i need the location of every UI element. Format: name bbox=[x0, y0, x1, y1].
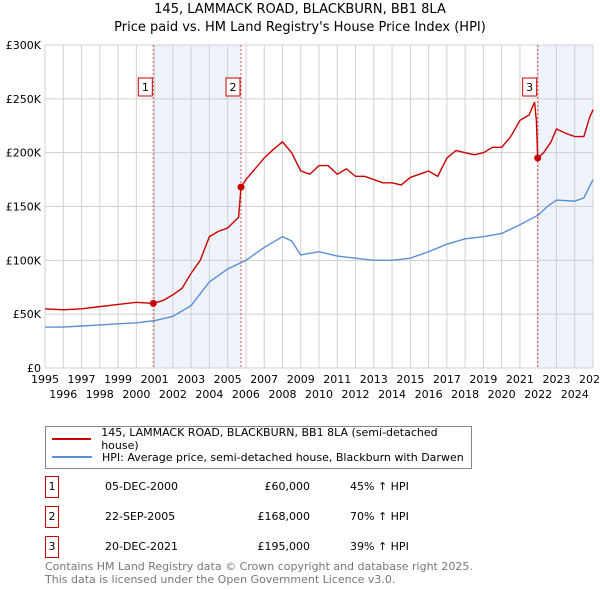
marker-badge: 2 bbox=[45, 506, 59, 528]
x-tick-label: 2012 bbox=[342, 388, 370, 401]
x-tick-label: 2015 bbox=[396, 373, 424, 386]
legend-item-hpi: HPI: Average price, semi-detached house,… bbox=[52, 449, 464, 465]
transaction-row: 1 05-DEC-2000 £60,000 45% ↑ HPI bbox=[45, 476, 445, 498]
x-tick-label: 2001 bbox=[141, 373, 169, 386]
x-tick-label: 2003 bbox=[177, 373, 205, 386]
x-tick-label: 2021 bbox=[506, 373, 534, 386]
x-tick-label: 2010 bbox=[305, 388, 333, 401]
y-tick-label: £300K bbox=[6, 39, 42, 52]
y-tick-label: £100K bbox=[6, 254, 42, 267]
x-tick-label: 2006 bbox=[232, 388, 260, 401]
legend: 145, LAMMACK ROAD, BLACKBURN, BB1 8LA (s… bbox=[45, 426, 472, 469]
sale-point bbox=[237, 183, 245, 191]
chart-title: 145, LAMMACK ROAD, BLACKBURN, BB1 8LA bbox=[154, 2, 446, 17]
x-tick-label: 2016 bbox=[415, 388, 443, 401]
sale-label-box bbox=[137, 77, 153, 97]
date: 22-SEP-2005 bbox=[105, 510, 176, 523]
price: £60,000 bbox=[264, 480, 311, 493]
hpi-change: 45% ↑ HPI bbox=[350, 480, 409, 493]
x-tick-label: 2020 bbox=[488, 388, 516, 401]
x-tick-label: 2013 bbox=[360, 373, 388, 386]
x-tick-label: 2004 bbox=[195, 388, 223, 401]
footer: Contains HM Land Registry data © Crown c… bbox=[45, 560, 473, 586]
x-tick-label: 2024 bbox=[561, 388, 589, 401]
hpi-line bbox=[45, 179, 594, 328]
x-tick-label: 2025 bbox=[579, 373, 600, 386]
transaction-row: 2 22-SEP-2005 £168,000 70% ↑ HPI bbox=[45, 506, 445, 528]
x-tick-label: 2017 bbox=[433, 373, 461, 386]
footer-line: This data is licensed under the Open Gov… bbox=[45, 573, 396, 586]
hpi-change: 39% ↑ HPI bbox=[350, 540, 409, 553]
x-tick-label: 2007 bbox=[250, 373, 278, 386]
x-tick-label: 1997 bbox=[68, 373, 96, 386]
chart-subtitle: Price paid vs. HM Land Registry's House … bbox=[114, 20, 486, 35]
price: £168,000 bbox=[257, 510, 311, 523]
property-price-line bbox=[44, 101, 594, 311]
legend-label: HPI: Average price, semi-detached house,… bbox=[102, 450, 464, 464]
sale-label: 3 bbox=[526, 81, 533, 94]
footer-line: Contains HM Land Registry data © Crown c… bbox=[45, 560, 473, 573]
price-chart: 1995 1996 1997 1998 1999 2000 2001 2002 2003 2004… bbox=[6, 39, 600, 401]
y-tick-label: £250K bbox=[6, 93, 42, 106]
y-tick-label: £200K bbox=[6, 147, 42, 160]
x-tick-label: 2002 bbox=[159, 388, 187, 401]
x-tick-label: 1998 bbox=[86, 388, 114, 401]
legend-swatch-red bbox=[52, 438, 92, 440]
sale-label: 2 bbox=[230, 81, 237, 94]
sale-label-box bbox=[225, 77, 241, 97]
price: £195,000 bbox=[257, 540, 311, 553]
x-tick-label: 2022 bbox=[524, 388, 552, 401]
x-tick-label: 2008 bbox=[268, 388, 296, 401]
date: 20-DEC-2021 bbox=[105, 540, 179, 553]
date: 05-DEC-2000 bbox=[105, 480, 179, 493]
y-tick-label: £50K bbox=[13, 308, 42, 321]
sale-label-box bbox=[522, 77, 538, 97]
transaction-row: 3 20-DEC-2021 £195,000 39% ↑ HPI bbox=[45, 536, 445, 558]
hpi-change: 70% ↑ HPI bbox=[350, 510, 409, 523]
legend-swatch-blue bbox=[52, 456, 92, 458]
x-tick-label: 2018 bbox=[451, 388, 479, 401]
legend-item-property: 145, LAMMACK ROAD, BLACKBURN, BB1 8LA (s… bbox=[52, 426, 471, 452]
x-tick-label: 1999 bbox=[104, 373, 132, 386]
x-tick-label: 1995 bbox=[31, 373, 59, 386]
x-tick-label: 2011 bbox=[323, 373, 351, 386]
marker-badge: 1 bbox=[45, 476, 59, 498]
sale-point bbox=[534, 154, 542, 162]
x-tick-label: 2000 bbox=[122, 388, 150, 401]
sale-label: 1 bbox=[142, 81, 149, 94]
legend-label: 145, LAMMACK ROAD, BLACKBURN, BB1 8LA (s… bbox=[101, 426, 438, 452]
x-tick-label: 1996 bbox=[49, 388, 77, 401]
marker-badge: 3 bbox=[45, 536, 59, 558]
x-tick-label: 2009 bbox=[287, 373, 315, 386]
x-tick-label: 2023 bbox=[542, 373, 570, 386]
y-tick-label: £0 bbox=[27, 362, 41, 375]
y-tick-label: £150K bbox=[6, 201, 42, 214]
x-tick-label: 2014 bbox=[378, 388, 406, 401]
x-tick-label: 2005 bbox=[214, 373, 242, 386]
x-tick-label: 2019 bbox=[469, 373, 497, 386]
sale-point bbox=[149, 299, 157, 307]
